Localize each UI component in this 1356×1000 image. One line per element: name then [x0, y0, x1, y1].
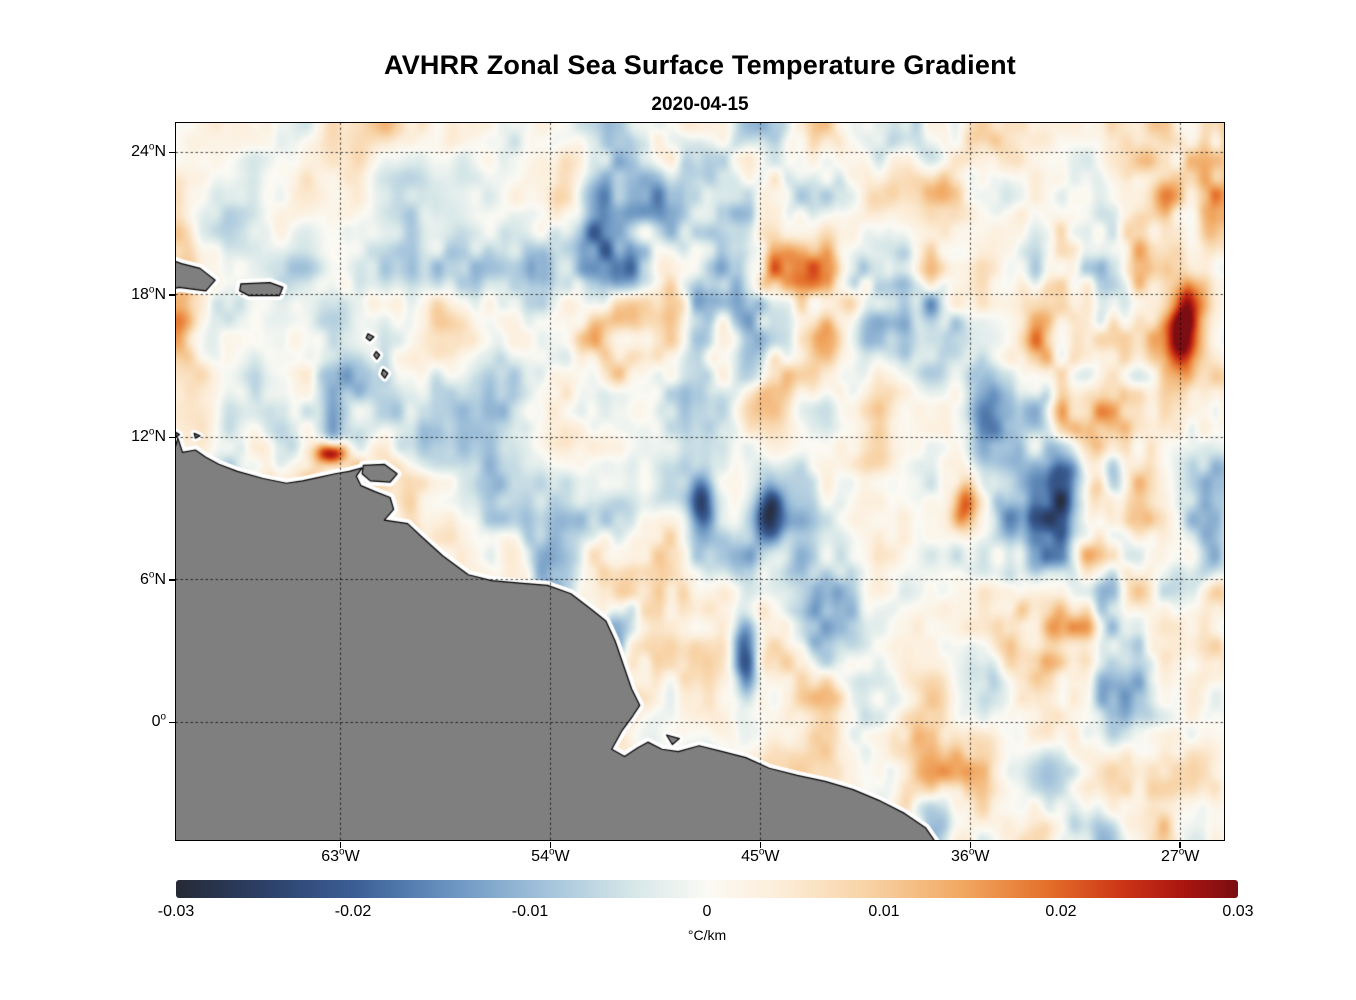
y-axis-tick-label: 12oN [131, 427, 166, 446]
colorbar-tick-label: -0.02 [334, 903, 372, 920]
colorbar-tick-label: 0.03 [1222, 903, 1254, 920]
x-axis-tick-label: 54oW [531, 846, 570, 865]
colorbar-tick-label: -0.01 [511, 903, 549, 920]
colorbar-tick-label: 0.02 [1045, 903, 1077, 920]
y-axis-tick-label: 24oN [131, 142, 166, 161]
x-axis-tick-label: 27oW [1160, 846, 1200, 865]
y-axis-tick-label: 0o [151, 712, 166, 731]
y-axis-tick-mark [169, 436, 175, 439]
colorbar-tick-label: 0.01 [868, 903, 900, 920]
colorbar-tick-label: -0.03 [157, 903, 195, 920]
colorbar-tick-label: 0 [702, 903, 712, 920]
x-axis-tick-mark [1179, 842, 1181, 848]
y-axis-tick-mark [169, 151, 175, 154]
chart-title: AVHRR Zonal Sea Surface Temperature Grad… [384, 50, 1016, 80]
map-plot-area [175, 122, 1225, 841]
x-axis-tick-label: 36oW [951, 846, 990, 865]
x-axis-tick-mark [969, 842, 971, 848]
x-axis-tick-mark [759, 842, 762, 848]
chart-subtitle: 2020-04-15 [651, 94, 749, 115]
y-axis-tick-mark [169, 721, 175, 724]
y-axis-tick-label: 18oN [131, 284, 166, 303]
x-axis-tick-mark [549, 842, 552, 848]
colorbar-unit-label: °C/km [687, 927, 727, 943]
y-axis-tick-mark [169, 294, 175, 296]
y-axis-tick-mark [169, 579, 175, 581]
sst-gradient-map-canvas [176, 123, 1224, 840]
y-axis-tick-label: 6oN [140, 569, 166, 588]
x-axis-tick-label: 63oW [321, 846, 360, 865]
colorbar-gradient [176, 880, 1238, 898]
x-axis-tick-label: 45oW [741, 846, 780, 865]
x-axis-tick-mark [339, 842, 342, 848]
